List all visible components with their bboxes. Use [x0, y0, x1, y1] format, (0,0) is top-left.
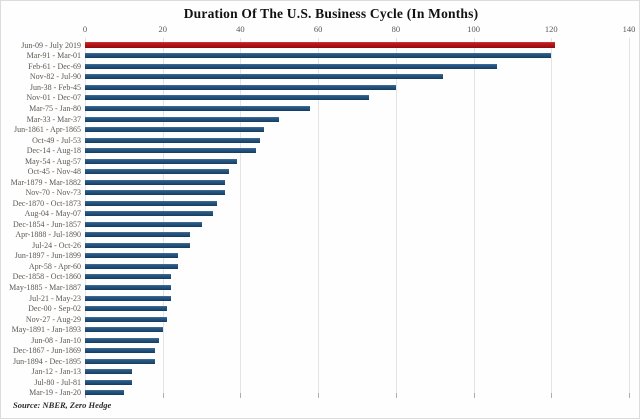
gridline [629, 38, 630, 398]
bar [85, 316, 167, 322]
gridline [85, 38, 86, 398]
bar-row-label: Dec-1870 - Oct-1873 [12, 198, 81, 208]
bar [85, 74, 443, 80]
axis-tick-mark [629, 393, 630, 398]
axis-tick-mark [395, 393, 397, 398]
bar [85, 63, 497, 69]
source-note: Source: NBER, Zero Hedge [13, 400, 112, 410]
x-tick-label: 100 [467, 24, 480, 34]
bar [85, 253, 179, 259]
bar [85, 379, 132, 385]
bar [85, 306, 167, 311]
bar-row-label: May-1885 - Mar-1887 [9, 282, 81, 292]
bar [85, 390, 124, 396]
x-tick-label: 120 [544, 24, 558, 34]
bar-row-label: Apr-58 - Apr-60 [28, 261, 81, 271]
bar [85, 358, 155, 364]
bar [85, 274, 171, 280]
gridline [473, 38, 475, 398]
bar [85, 242, 190, 248]
bar-row-label: Feb-61 - Dec-69 [28, 61, 81, 71]
bar-row-label: Mar-1879 - Mar-1882 [10, 177, 81, 187]
bar [85, 295, 171, 301]
bar [85, 137, 260, 143]
bar [85, 127, 264, 132]
bar [85, 221, 202, 227]
x-tick-label: 40 [236, 24, 245, 34]
bar [85, 348, 155, 354]
bar-row-label: Aug-04 - May-07 [24, 209, 81, 219]
bar-row-label: Jun-38 - Feb-45 [29, 82, 81, 92]
x-tick-label: 80 [391, 24, 401, 34]
bar-row-label: May-54 - Aug-57 [25, 156, 81, 166]
bar-row-label: Jun-09 - July 2019 [21, 40, 81, 50]
bar [85, 190, 225, 196]
bar-row-label: Jun-1897 - Jun-1899 [14, 251, 81, 261]
bar-row-label: Nov-70 - Nov-73 [25, 188, 81, 198]
bar-row-label: May-1891 - Jan-1893 [11, 325, 81, 335]
bar [85, 105, 311, 111]
bar-row-label: Mar-75 - Jan-80 [29, 103, 81, 113]
bar-row-label: Jan-12 - Jan-13 [31, 367, 81, 377]
bar [85, 369, 132, 375]
gridline [162, 38, 164, 398]
x-tick-label: 140 [622, 24, 636, 34]
bar-row-label: Mar-33 - Mar-37 [26, 114, 81, 124]
bar [85, 284, 171, 290]
bar [85, 116, 280, 122]
bar-row-label: Oct-45 - Nov-48 [27, 167, 81, 177]
bar [85, 263, 179, 269]
gridline [551, 38, 553, 398]
gridline [395, 38, 397, 398]
bar-row-label: Nov-01 - Dec-07 [26, 93, 81, 103]
bar-row-label: Jul-80 - Jul-81 [34, 377, 81, 387]
bar [85, 179, 225, 185]
axis-tick-mark [85, 393, 86, 398]
x-tick-label: 60 [313, 24, 323, 34]
gridline [318, 38, 320, 398]
bar-row-label: Dec-1867 - Jun-1869 [13, 346, 81, 356]
x-tick-label: 20 [158, 24, 167, 34]
bar [85, 84, 396, 90]
bar-row-label: Mar-19 - Jan-20 [29, 388, 81, 398]
bar [85, 327, 163, 333]
bar [85, 148, 256, 154]
bar [85, 169, 229, 175]
bar-row-label: Dec-1854 - Jun-1857 [13, 219, 81, 229]
bar-row-label: Mar-91 - Mar-01 [26, 51, 81, 61]
bar-row-label: Dec-1858 - Oct-1860 [12, 272, 81, 282]
bar [85, 232, 190, 238]
axis-tick-mark [551, 393, 553, 398]
axis-tick-mark [318, 393, 320, 398]
bar-row-label: Dec-14 - Aug-18 [26, 146, 81, 156]
bar-row-label: Jun-1894 - Dec-1895 [13, 356, 81, 366]
bar [85, 200, 218, 206]
bar [85, 211, 214, 217]
bar [85, 53, 552, 59]
bar-row-label: Jul-21 - May-23 [29, 293, 81, 303]
bar-current-expansion [85, 42, 556, 49]
gridline [240, 38, 242, 398]
bar [85, 158, 237, 164]
bar-row-label: Apr-1888 - Jul-1890 [15, 230, 81, 240]
bar-row-label: Nov-82 - Jul-90 [29, 72, 81, 82]
axis-tick-mark [240, 393, 242, 398]
bar-row-label: Nov-27 - Aug-29 [25, 314, 81, 324]
chart-title: Duration Of The U.S. Business Cycle (In … [183, 6, 479, 21]
bar [85, 337, 159, 343]
bar-row-label: Jun-08 - Jan-10 [31, 335, 81, 345]
axis-tick-mark [473, 393, 475, 398]
axis-tick-mark [162, 393, 164, 398]
bar-row-label: Oct-49 - Jul-53 [32, 135, 81, 145]
bar-row-label: Dec-00 - Sep-02 [28, 304, 81, 313]
bar-row-label: Jul-24 - Oct-26 [32, 240, 81, 250]
x-tick-label: 0 [82, 24, 88, 34]
bar [85, 95, 369, 101]
bar-row-label: Jun-1861 - Apr-1865 [14, 125, 81, 134]
